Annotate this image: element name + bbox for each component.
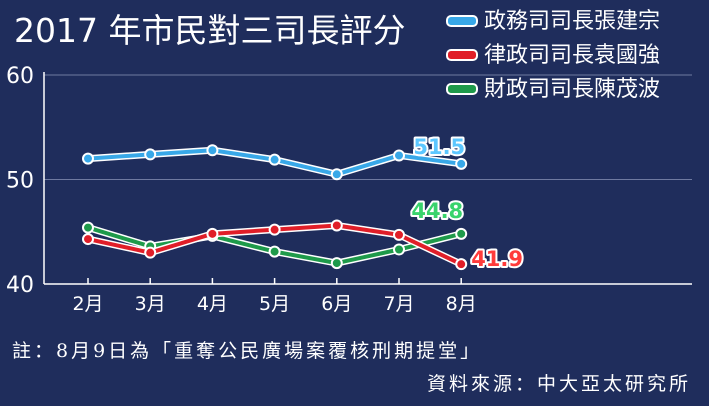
end-value-label: 44.8 (411, 199, 463, 223)
end-value-label-outline: 51.5 (413, 135, 465, 159)
y-tick-label: 60 (6, 64, 34, 89)
data-point (393, 228, 405, 241)
x-tick-label: 5月 (259, 293, 290, 315)
data-point (206, 144, 219, 157)
y-tick-label: 40 (6, 273, 34, 298)
x-tick-label: 6月 (321, 293, 352, 315)
data-point (206, 227, 219, 240)
data-point (455, 157, 468, 170)
data-point (268, 245, 281, 258)
data-point (455, 258, 468, 271)
footnote: 註：8月9日為「重奪公民廣場案覆核刑期提堂」 (12, 340, 483, 362)
legend-label: 律政司司長袁國強 (484, 43, 660, 68)
legend-label: 財政司司長陳茂波 (484, 77, 660, 102)
data-point (82, 233, 94, 246)
data-point (393, 243, 405, 256)
x-tick-label: 7月 (383, 293, 414, 315)
data-point (330, 257, 343, 270)
end-value-label-outline: 44.8 (411, 199, 463, 223)
data-point (82, 152, 94, 165)
data-point (393, 149, 405, 162)
data-point (268, 153, 281, 166)
source-credit: 資料來源：中大亞太研究所 (426, 373, 691, 395)
data-point (268, 223, 281, 236)
x-tick-label: 4月 (197, 293, 228, 315)
data-point (144, 148, 157, 161)
legend-swatch (446, 15, 478, 27)
x-tick-label: 8月 (446, 293, 477, 315)
data-point (330, 219, 343, 232)
end-value-label-outline: 41.9 (471, 247, 523, 271)
legend-label: 政務司司長張建宗 (484, 9, 660, 34)
data-point (82, 221, 94, 234)
chart-title: 2017 年市民對三司長評分 (14, 11, 405, 50)
legend-swatch (446, 83, 478, 95)
legend-swatch (446, 49, 478, 61)
x-tick-label: 3月 (135, 293, 166, 315)
data-point (330, 168, 343, 181)
end-value-label: 41.9 (471, 247, 523, 271)
data-point (144, 246, 157, 259)
data-point (455, 227, 468, 240)
end-value-label: 51.5 (413, 135, 465, 159)
x-tick-label: 2月 (72, 293, 103, 315)
y-tick-label: 50 (6, 169, 34, 194)
